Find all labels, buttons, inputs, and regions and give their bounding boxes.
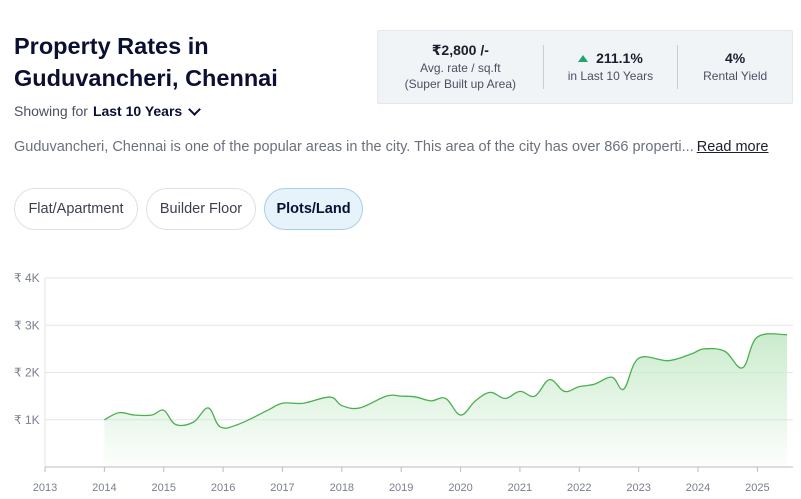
trend-up-icon — [578, 54, 589, 62]
x-tick-label: 2021 — [508, 482, 532, 494]
read-more-link[interactable]: Read more — [696, 139, 769, 155]
area-description: Guduvancheri, Chennai is one of the popu… — [14, 139, 784, 155]
rental-yield-value: 4% — [725, 50, 746, 66]
stats-divider — [542, 45, 544, 89]
chevron-down-icon — [188, 102, 202, 116]
x-tick-label: 2018 — [330, 482, 354, 494]
x-tick-label: 2022 — [567, 482, 591, 494]
stats-divider — [677, 45, 679, 89]
x-tick-label: 2016 — [211, 482, 235, 494]
stats-panel: ₹2,800 /- Avg. rate / sq.ft (Super Built… — [377, 30, 793, 104]
avg-rate-label: Avg. rate / sq.ft — [420, 61, 501, 75]
y-tick-label: ₹ 1K — [14, 413, 40, 427]
stat-growth: 211.1% in Last 10 Years — [544, 50, 678, 84]
avg-rate-value: ₹2,800 /- — [431, 42, 489, 58]
series-area-fill — [104, 333, 788, 467]
period-dropdown[interactable]: Last 10 Years — [92, 102, 202, 119]
x-tick-label: 2024 — [686, 482, 710, 494]
x-tick-label: 2013 — [33, 482, 57, 494]
x-tick-label: 2020 — [448, 482, 472, 494]
y-tick-label: ₹ 4K — [14, 271, 40, 285]
page-title: Property Rates in Guduvancheri, Chennai — [14, 33, 278, 91]
tab-plots-land[interactable]: Plots/Land — [264, 188, 363, 230]
x-tick-label: 2023 — [626, 482, 650, 494]
y-tick-label: ₹ 2K — [14, 366, 40, 380]
x-tick-label: 2014 — [92, 482, 116, 494]
rental-yield-label: Rental Yield — [703, 69, 768, 83]
series-line — [104, 333, 788, 429]
growth-label: in Last 10 Years — [567, 69, 654, 83]
tab-builder-floor[interactable]: Builder Floor — [146, 188, 256, 230]
x-tick-label: 2015 — [151, 482, 175, 494]
y-tick-label: ₹ 3K — [14, 318, 40, 332]
growth-value: 211.1% — [596, 50, 643, 66]
showing-label: Showing for — [14, 103, 88, 119]
period-selector: Showing for Last 10 Years — [14, 102, 202, 119]
description-text: Guduvancheri, Chennai is one of the popu… — [14, 139, 694, 155]
stat-rental-yield: 4% Rental Yield — [678, 50, 792, 84]
tab-flat-apartment[interactable]: Flat/Apartment — [14, 188, 138, 230]
avg-rate-sublabel: (Super Built up Area) — [404, 77, 516, 91]
price-trend-chart: ₹ 1K ₹ 2K ₹ 3K ₹ 4K 2013 2014 2015 2016 2017 2018… — [14, 271, 793, 494]
x-tick-label: 2019 — [389, 482, 413, 494]
stat-avg-rate: ₹2,800 /- Avg. rate / sq.ft (Super Built… — [378, 42, 543, 92]
x-tick-label: 2017 — [270, 482, 294, 494]
period-value: Last 10 Years — [92, 103, 183, 119]
x-tick-label: 2025 — [745, 482, 769, 494]
